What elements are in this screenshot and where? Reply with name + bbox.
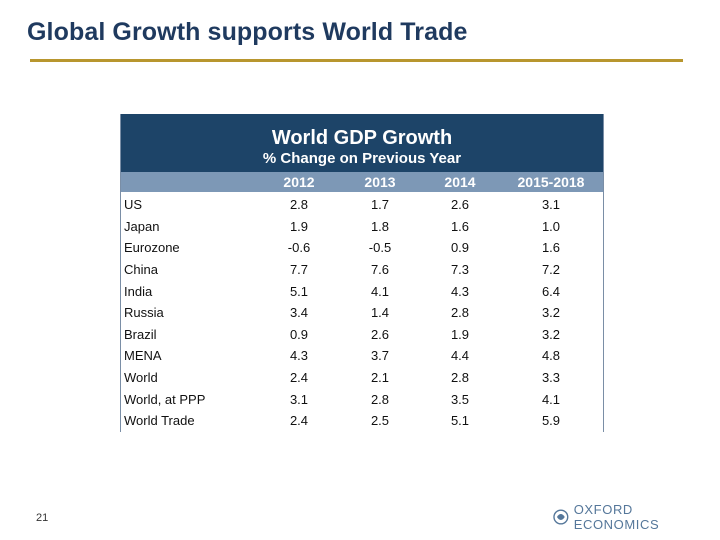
table-row: Russia 3.4 1.4 2.8 3.2 <box>121 301 603 324</box>
row-label: US <box>124 197 143 213</box>
row-label: Eurozone <box>124 240 180 256</box>
row-label: China <box>124 262 158 278</box>
table-cell: 1.8 <box>370 218 390 234</box>
row-label: Japan <box>124 218 160 234</box>
column-header-row: 2012 2013 2014 2015-2018 <box>121 172 603 192</box>
table-cell: 3.4 <box>289 305 309 321</box>
table-header: World GDP Growth % Change on Previous Ye… <box>121 114 603 172</box>
table-cell: 5.1 <box>289 283 309 299</box>
table-cell: 3.7 <box>370 348 390 364</box>
table-cell: 1.4 <box>370 305 390 321</box>
table-cell: 3.3 <box>541 370 561 386</box>
table-cell: 2.4 <box>289 413 309 429</box>
table-cell: 2.8 <box>450 305 470 321</box>
table-cell: 4.4 <box>450 348 470 364</box>
row-label: India <box>124 283 153 299</box>
row-label: World Trade <box>124 413 195 429</box>
table-cell: 4.3 <box>450 283 470 299</box>
table-row: India 5.1 4.1 4.3 6.4 <box>121 280 603 302</box>
row-label: Russia <box>124 305 164 321</box>
table-cell: 0.9 <box>289 326 309 342</box>
table-cell: 2.8 <box>450 370 470 386</box>
table-cell: 1.6 <box>541 240 561 256</box>
table-cell: 2.4 <box>289 370 309 386</box>
table-cell: 4.8 <box>541 348 561 364</box>
column-header-2014: 2014 <box>444 174 476 190</box>
table-cell: 1.6 <box>450 218 470 234</box>
table-cell: 0.9 <box>450 240 470 256</box>
row-label: World <box>124 370 158 386</box>
table-row: China 7.7 7.6 7.3 7.2 <box>121 258 603 281</box>
table-cell: 4.3 <box>289 348 309 364</box>
table-cell: 2.5 <box>370 413 390 429</box>
table-subtitle: % Change on Previous Year <box>262 150 462 167</box>
table-cell: 2.1 <box>370 370 390 386</box>
globe-icon <box>553 509 569 525</box>
table-cell: 2.6 <box>370 326 390 342</box>
table-cell: 1.7 <box>370 197 390 213</box>
row-label: MENA <box>124 348 162 364</box>
table-body: US 2.8 1.7 2.6 3.1 Japan 1.9 1.8 1.6 1.0 Eurozone -… <box>121 194 603 432</box>
table-row: MENA 4.3 3.7 4.4 4.8 <box>121 345 603 367</box>
row-label: World, at PPP <box>124 391 206 407</box>
table-cell: 2.8 <box>370 391 390 407</box>
table-cell: 7.3 <box>450 262 470 278</box>
row-label: Brazil <box>124 326 157 342</box>
table-row: Brazil 0.9 2.6 1.9 3.2 <box>121 323 603 346</box>
table-cell: 1.9 <box>450 326 470 342</box>
table-row: World, at PPP 3.1 2.8 3.5 4.1 <box>121 388 603 410</box>
table-cell: 7.2 <box>541 262 561 278</box>
table-cell: -0.6 <box>287 240 311 256</box>
page-number: 21 <box>36 512 49 524</box>
table-title: World GDP Growth <box>271 127 453 149</box>
table-cell: 2.8 <box>289 197 309 213</box>
table-cell: 3.5 <box>450 391 470 407</box>
table-cell: 1.0 <box>541 218 561 234</box>
slide-title: Global Growth supports World Trade <box>27 18 468 46</box>
table-cell: 2.6 <box>450 197 470 213</box>
table-row: US 2.8 1.7 2.6 3.1 <box>121 194 603 216</box>
table-cell: 4.1 <box>370 283 390 299</box>
table-cell: 3.2 <box>541 305 561 321</box>
table-cell: 3.2 <box>541 326 561 342</box>
table-cell: 6.4 <box>541 283 561 299</box>
title-divider <box>30 59 683 62</box>
table-cell: -0.5 <box>368 240 392 256</box>
table-row: World Trade 2.4 2.5 5.1 5.9 <box>121 409 603 432</box>
table-cell: 3.1 <box>289 391 309 407</box>
table-cell: 5.1 <box>450 413 470 429</box>
table-cell: 3.1 <box>541 197 561 213</box>
gdp-growth-table: World GDP Growth % Change on Previous Ye… <box>120 114 604 432</box>
column-header-2015-2018: 2015-2018 <box>517 174 585 190</box>
table-cell: 7.7 <box>289 262 309 278</box>
column-header-2012: 2012 <box>283 174 315 190</box>
column-header-2013: 2013 <box>364 174 396 190</box>
logo-text: OXFORD ECONOMICS <box>573 502 660 532</box>
table-cell: 5.9 <box>541 413 561 429</box>
table-row: Japan 1.9 1.8 1.6 1.0 <box>121 215 603 238</box>
table-cell: 7.6 <box>370 262 390 278</box>
table-row: World 2.4 2.1 2.8 3.3 <box>121 366 603 389</box>
table-row: Eurozone -0.6 -0.5 0.9 1.6 <box>121 237 603 259</box>
oxford-economics-logo: OXFORD ECONOMICS <box>553 502 720 532</box>
table-cell: 1.9 <box>289 218 309 234</box>
table-cell: 4.1 <box>541 391 561 407</box>
